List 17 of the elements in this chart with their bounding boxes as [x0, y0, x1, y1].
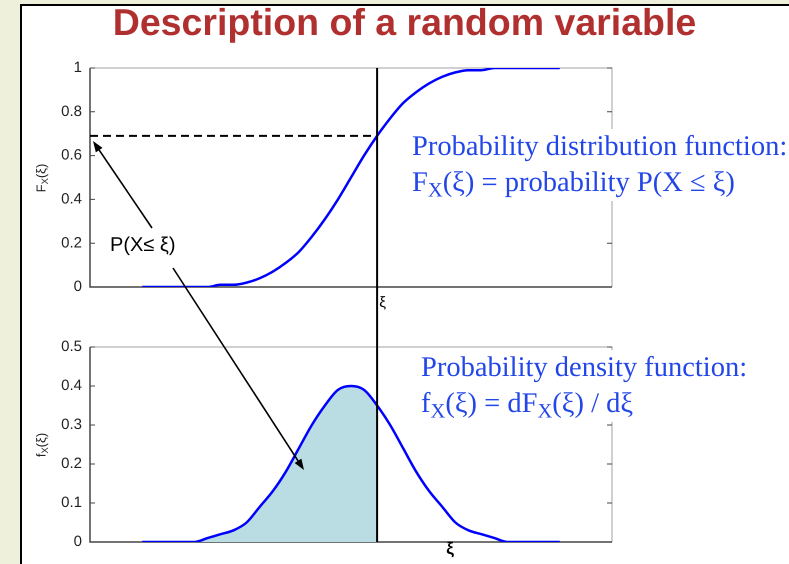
chart-title: Description of a random variable [112, 1, 698, 43]
y-tick-label: 0.8 [61, 102, 82, 120]
y-tick-label: 0.4 [61, 377, 82, 394]
y-tick-label: 0 [74, 533, 82, 550]
x-axis-title: ξ [446, 539, 454, 559]
y-tick-label: 0.6 [61, 146, 82, 164]
annotation: P(X≤ ξ) [110, 234, 176, 257]
annotation: Probability density function: f$_{X}$(ξ) = dF$_{X}$(ξ) / dξ [421, 350, 748, 423]
y-tick-label: 0.3 [61, 416, 82, 434]
y-tick-label: 0.5 [61, 338, 82, 356]
y-tick-label: 0.4 [61, 190, 82, 208]
y-tick-label: 0.1 [61, 494, 82, 512]
y-tick-label: 1 [74, 59, 82, 76]
y-tick-label: 0.2 [61, 455, 82, 472]
y-tick-label: 0.2 [61, 234, 82, 252]
y-tick-label: 0 [74, 278, 82, 296]
annotation: Probability distribution function: F$_{X}$(ξ) = probability P(X ≤ ξ) [412, 129, 788, 202]
